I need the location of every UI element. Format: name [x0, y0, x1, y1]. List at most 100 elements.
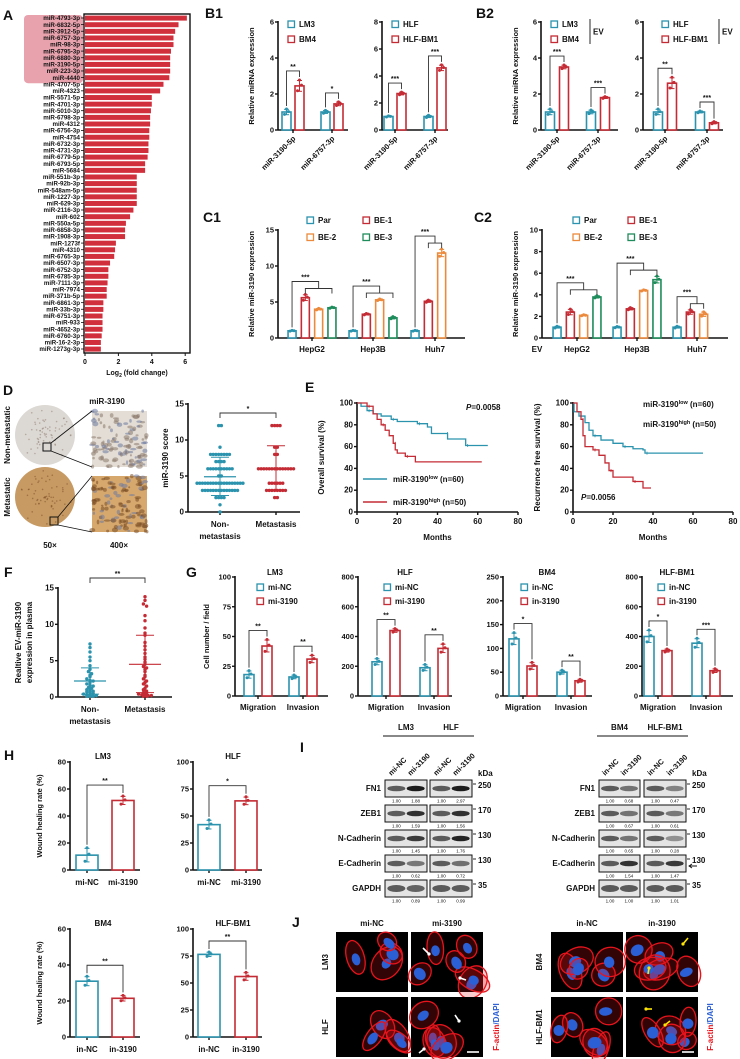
x-tick-label: Invasion: [418, 703, 451, 712]
tissue-texture: [26, 494, 29, 497]
protein-band: [665, 785, 684, 792]
band-ratio: 1.00: [437, 874, 446, 879]
cell-texture: [131, 436, 139, 441]
nucleus-stain: [468, 975, 479, 985]
y-tick-label: miR-4310: [52, 247, 80, 254]
data-point: [119, 802, 123, 806]
cell-texture: [102, 450, 109, 454]
blot-image: [598, 879, 641, 898]
x-tick-label: 2: [116, 359, 120, 366]
data-point: [308, 660, 312, 664]
protein-band: [665, 810, 684, 817]
y-tick-label: 4: [534, 290, 539, 299]
significance-bracket: [657, 67, 673, 107]
x-axis-label: Months: [639, 533, 668, 542]
y-tick-label: miR-6507-3p: [43, 260, 80, 267]
significance-label: ***: [553, 49, 561, 56]
cell: [594, 997, 623, 1026]
data-point: [207, 950, 211, 954]
cell-texture: [123, 444, 130, 448]
legend-label: miR-3190high (n=50): [393, 498, 467, 507]
data-point: [267, 643, 271, 647]
tissue-texture: [53, 502, 56, 504]
protein-band: [601, 860, 620, 867]
legend-swatch: [550, 20, 559, 29]
cell-texture: [106, 500, 111, 505]
bar: [85, 161, 146, 167]
protein-band: [619, 835, 638, 842]
bar: [437, 647, 449, 697]
y-tick-label: miR-4707-5p: [43, 81, 80, 88]
y-tick-label: 150: [486, 620, 499, 629]
bar: [383, 115, 394, 131]
data-point: [615, 324, 619, 328]
cell-texture: [136, 425, 140, 428]
data-point: [335, 104, 338, 108]
marker-label: 35: [692, 881, 701, 890]
cell-texture: [131, 414, 135, 418]
y-tick-label: miR-4440: [52, 75, 80, 82]
significance-label: **: [225, 934, 231, 941]
significance-bracket: [629, 269, 658, 276]
data-point: [225, 452, 229, 457]
significance-bracket: [699, 101, 715, 119]
data-point: [287, 110, 290, 114]
cell-texture: [135, 497, 140, 502]
blot-image: [429, 829, 473, 848]
significance-label: *: [331, 86, 334, 93]
cell-texture: [91, 436, 97, 439]
tissue-texture: [33, 492, 35, 495]
data-point: [265, 637, 269, 641]
legend-label: BE-2: [318, 233, 337, 242]
data-point: [143, 619, 147, 623]
marker-label: 170: [692, 806, 706, 815]
y-tick-label: miR-33b-3p: [46, 306, 80, 313]
y-tick-label: 75: [181, 785, 189, 794]
bar: [85, 174, 137, 180]
y-tick-label: miR-1908-3p: [43, 234, 80, 241]
protein-band: [646, 860, 665, 867]
bar: [599, 96, 611, 131]
chart-title: HLF: [397, 568, 413, 577]
data-point: [645, 640, 649, 644]
y-tick-label: 800: [341, 573, 354, 582]
significance-bracket: [304, 288, 333, 294]
cell-texture: [136, 446, 143, 450]
blot-image: [384, 854, 428, 873]
data-point: [241, 481, 245, 485]
band-ratio: 1.00: [437, 899, 446, 904]
data-point: [301, 298, 305, 302]
tissue-texture: [51, 487, 53, 489]
legend-label: mi-NC: [268, 583, 292, 592]
data-point: [697, 641, 701, 645]
significance-label: *: [247, 406, 250, 413]
data-point: [673, 326, 677, 330]
y-tick-label: 0: [185, 866, 189, 875]
legend-superscript: high: [429, 498, 441, 504]
legend-label: in-3190: [669, 597, 697, 606]
tissue-texture: [49, 429, 51, 432]
data-point: [200, 481, 205, 485]
tissue-texture: [62, 490, 64, 493]
protein-band: [451, 835, 470, 842]
data-point: [378, 297, 382, 301]
data-point: [427, 113, 430, 117]
bar: [85, 227, 126, 233]
band-ratio: 1.00: [392, 824, 401, 829]
tissue-texture: [30, 411, 33, 414]
data-point: [87, 979, 91, 983]
x-tick-label: miR-6757-3p: [674, 134, 712, 172]
cell-texture: [91, 486, 97, 492]
bar: [313, 308, 324, 339]
y-tick-label: miR-5010-3p: [43, 108, 80, 115]
legend-swatch: [287, 35, 296, 44]
legend-text: miR-3190: [393, 475, 429, 484]
tissue-texture: [54, 430, 57, 432]
row-label: LM3: [321, 953, 330, 970]
data-point: [143, 598, 147, 603]
nucleus-stain: [367, 1032, 378, 1045]
y-tick-label: 100: [218, 573, 231, 582]
protein-band: [432, 860, 451, 867]
y-tick-label: 0: [495, 692, 499, 701]
zoom-line: [57, 524, 93, 533]
